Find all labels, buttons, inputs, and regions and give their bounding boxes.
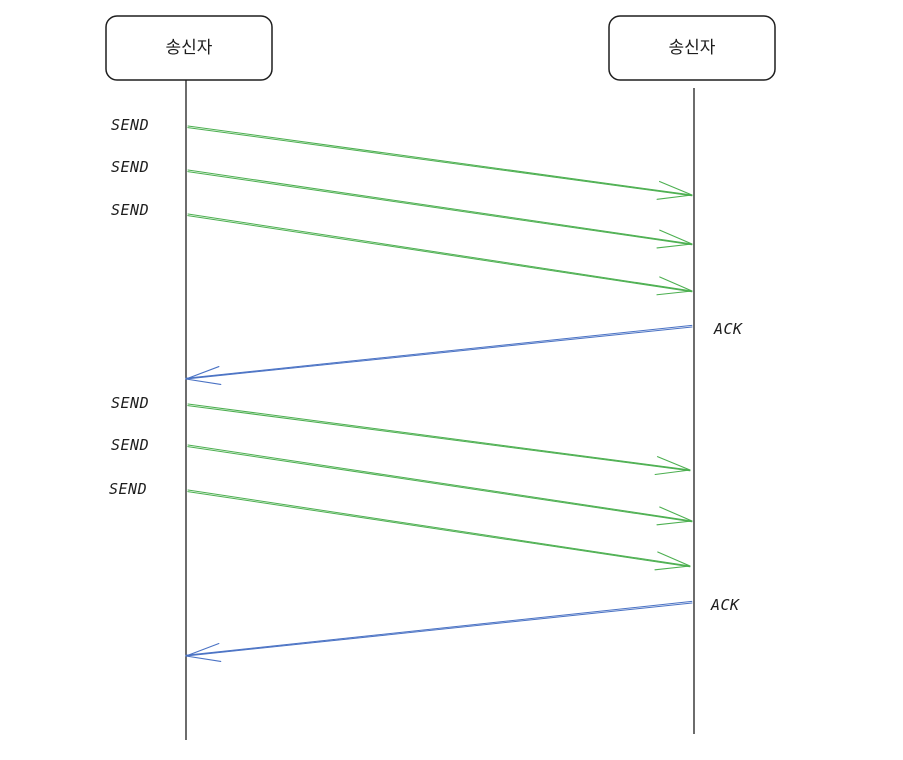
arrow-shaft — [187, 171, 693, 246]
arrowhead — [185, 378, 222, 386]
arrowhead — [659, 276, 693, 292]
actor-left-box — [105, 15, 273, 81]
message-8-ack: ACK — [185, 596, 740, 662]
arrowhead — [656, 520, 693, 526]
arrow-shaft — [187, 444, 693, 522]
arrow-shaft — [185, 326, 693, 380]
actor-right: 송신자 — [608, 15, 776, 81]
message-label: SEND — [111, 116, 149, 134]
message-label: SEND — [111, 394, 149, 412]
arrow-shaft — [187, 213, 693, 292]
arrowhead — [654, 469, 691, 476]
arrow-shaft — [187, 169, 693, 245]
arrow-shaft — [185, 324, 693, 379]
actor-right-label: 송신자 — [669, 38, 716, 58]
arrowhead — [657, 551, 691, 567]
arrow-shaft — [187, 215, 693, 293]
arrow-shaft — [187, 125, 693, 196]
message-arrow — [187, 444, 693, 526]
arrowhead — [656, 456, 691, 471]
arrow-shaft — [185, 600, 693, 656]
actor-right-box — [608, 15, 776, 81]
arrowhead — [659, 229, 693, 245]
arrow-shaft — [187, 446, 693, 523]
message-arrow — [187, 489, 691, 571]
message-3: SEND — [111, 201, 693, 296]
arrow-shaft — [187, 489, 691, 567]
message-arrow — [187, 213, 693, 296]
message-label: SEND — [111, 201, 149, 219]
message-5: SEND — [111, 394, 691, 476]
arrowhead — [185, 655, 222, 662]
arrow-shaft — [187, 405, 691, 472]
arrow-shaft — [187, 491, 691, 568]
message-2: SEND — [111, 158, 693, 249]
actor-left: 송신자 — [105, 15, 273, 81]
arrowhead — [656, 290, 693, 296]
arrowhead — [656, 243, 693, 249]
message-6: SEND — [111, 436, 693, 526]
actor-left-label: 송신자 — [166, 38, 213, 58]
arrowhead — [185, 642, 220, 657]
arrowhead — [654, 565, 691, 571]
message-7: SEND — [109, 480, 691, 571]
arrowhead — [659, 506, 693, 522]
arrow-shaft — [187, 127, 693, 197]
arrow-shaft — [185, 602, 693, 657]
message-arrow — [185, 600, 693, 662]
message-1: SEND — [111, 116, 693, 200]
message-label: SEND — [111, 436, 149, 454]
message-label: SEND — [111, 158, 149, 176]
message-label: SEND — [109, 480, 147, 498]
message-arrow — [185, 324, 693, 386]
message-4-ack: ACK — [185, 320, 743, 386]
message-label: ACK — [713, 320, 743, 338]
arrow-shaft — [187, 403, 691, 471]
message-arrow — [187, 125, 693, 200]
arrowhead — [185, 366, 220, 380]
message-arrow — [187, 403, 691, 476]
message-arrow — [187, 169, 693, 249]
arrowhead — [658, 180, 693, 196]
message-label: ACK — [710, 596, 740, 614]
arrowhead — [656, 194, 693, 200]
